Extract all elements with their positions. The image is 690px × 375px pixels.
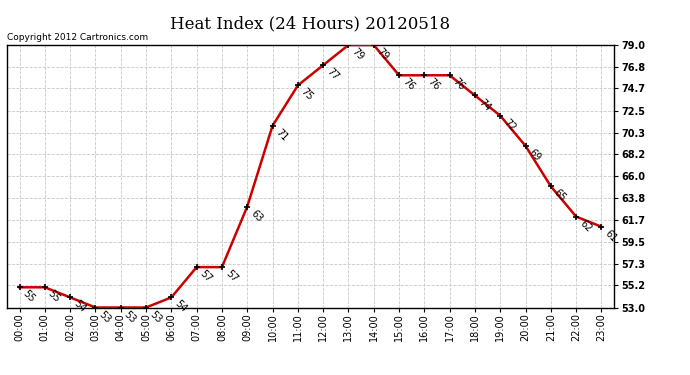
Text: 79: 79 bbox=[375, 46, 391, 62]
Text: 55: 55 bbox=[46, 289, 62, 304]
Text: 76: 76 bbox=[426, 76, 442, 93]
Text: 71: 71 bbox=[274, 127, 290, 143]
Text: 74: 74 bbox=[476, 97, 492, 113]
Text: 65: 65 bbox=[552, 188, 568, 204]
Text: 69: 69 bbox=[527, 147, 542, 163]
Text: 54: 54 bbox=[72, 299, 88, 315]
Text: 75: 75 bbox=[299, 87, 315, 103]
Text: 53: 53 bbox=[122, 309, 138, 325]
Text: 63: 63 bbox=[248, 208, 264, 224]
Text: 55: 55 bbox=[21, 289, 37, 304]
Text: 79: 79 bbox=[350, 46, 366, 62]
Text: 76: 76 bbox=[451, 76, 467, 93]
Text: 72: 72 bbox=[502, 117, 518, 133]
Text: 77: 77 bbox=[324, 67, 340, 82]
Text: 76: 76 bbox=[400, 76, 416, 93]
Text: 57: 57 bbox=[224, 268, 239, 284]
Text: 53: 53 bbox=[148, 309, 164, 325]
Text: 57: 57 bbox=[198, 268, 214, 284]
Text: 53: 53 bbox=[97, 309, 112, 325]
Text: Copyright 2012 Cartronics.com: Copyright 2012 Cartronics.com bbox=[7, 33, 148, 42]
Text: 54: 54 bbox=[172, 299, 188, 315]
Text: 62: 62 bbox=[578, 218, 593, 234]
Text: Heat Index (24 Hours) 20120518: Heat Index (24 Hours) 20120518 bbox=[170, 15, 451, 32]
Text: 61: 61 bbox=[603, 228, 618, 244]
